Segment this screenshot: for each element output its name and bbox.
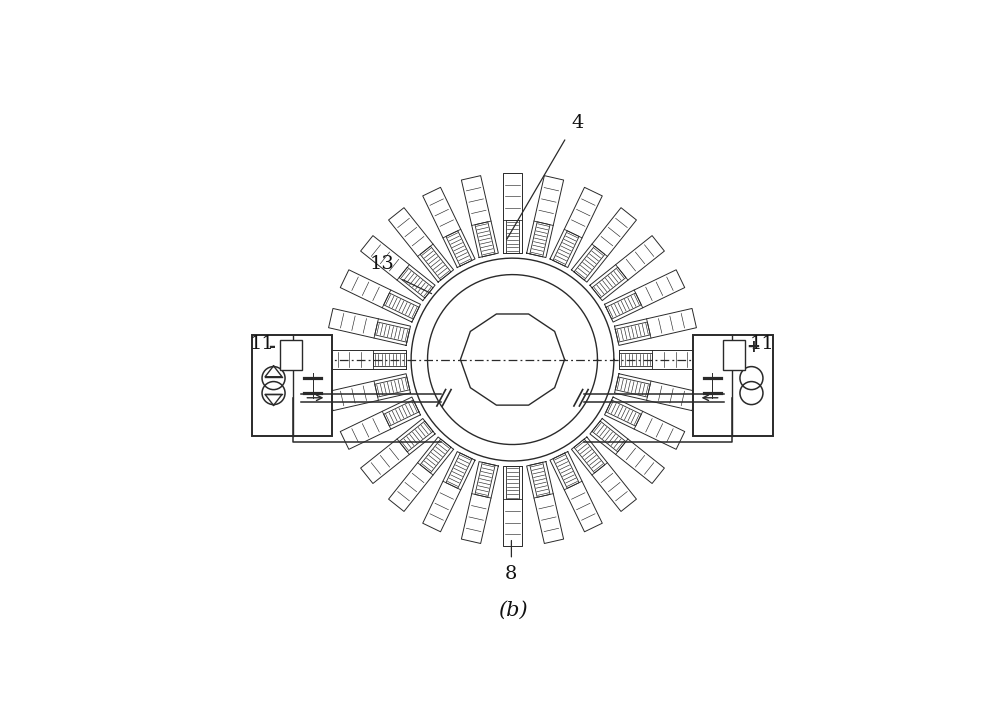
Text: 11: 11: [250, 335, 274, 353]
Bar: [723, 340, 745, 370]
Text: -: -: [269, 338, 275, 356]
Text: 8: 8: [505, 565, 518, 583]
Bar: [693, 335, 773, 436]
Text: (b): (b): [498, 601, 527, 620]
Text: 4: 4: [572, 114, 584, 132]
Text: +: +: [746, 338, 760, 356]
Text: 11: 11: [750, 335, 774, 353]
Bar: [252, 335, 332, 436]
Bar: [280, 340, 302, 370]
Text: 13: 13: [370, 255, 395, 273]
